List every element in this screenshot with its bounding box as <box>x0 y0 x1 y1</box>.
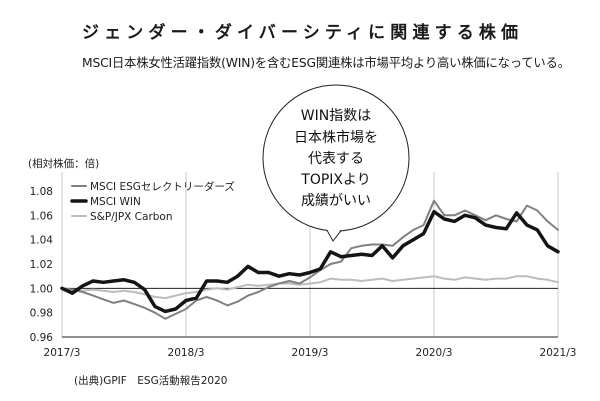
legend-item-sp-jpx-carbon: S&P/JPX Carbon <box>71 211 173 223</box>
y-tick-label: 1.08 <box>30 186 53 198</box>
legend-label: MSCI ESGセレクトリーダーズ <box>90 180 235 193</box>
x-tick-label: 2017/3 <box>44 347 81 359</box>
source-note: (出典)GPIF ESG活動報告2020 <box>74 374 227 387</box>
series-line-msci-win <box>60 209 560 314</box>
callout-pointer <box>326 230 342 242</box>
callout-bubble: WIN指数は 日本株市場を 代表する TOPIXより 成績がいい <box>262 84 410 242</box>
x-tick-label: 2021/3 <box>540 347 577 359</box>
legend-label: S&P/JPX Carbon <box>90 211 173 223</box>
callout-line: 代表する <box>308 151 364 167</box>
y-tick-labels: 0.96 0.98 1.00 1.02 1.04 1.06 1.08 <box>30 186 54 344</box>
y-tick-label: 1.02 <box>30 259 53 271</box>
chart-subtitle: MSCI日本株女性活躍指数(WIN)を含むESG関連株は市場平均より高い株価にな… <box>82 55 570 70</box>
legend-label: MSCI WIN <box>90 196 141 208</box>
x-tick-label: 2018/3 <box>168 347 205 359</box>
series-lines <box>60 199 560 320</box>
callout-line: 日本株市場を <box>294 129 378 146</box>
legend-item-esg-select-leaders: MSCI ESGセレクトリーダーズ <box>71 180 235 193</box>
y-tick-label: 0.98 <box>30 308 53 320</box>
callout-line: 成績がいい <box>301 193 371 209</box>
callout-pointer-fill <box>326 228 342 241</box>
x-tick-label: 2019/3 <box>292 347 329 359</box>
callout-line: WIN指数は <box>301 108 371 124</box>
y-tick-label: 1.00 <box>30 283 53 295</box>
y-tick-label: 1.06 <box>30 210 54 222</box>
callout-line: TOPIXより <box>300 172 370 188</box>
legend: MSCI ESGセレクトリーダーズ MSCI WIN S&P/JPX Carbo… <box>70 180 235 223</box>
series-line-esg-select-leaders <box>61 199 559 320</box>
y-tick-label: 1.04 <box>30 235 54 247</box>
x-tick-label: 2020/3 <box>416 347 453 359</box>
legend-item-msci-win: MSCI WIN <box>70 196 141 208</box>
y-axis-label: (相対株価：倍) <box>28 157 99 170</box>
x-tick-labels: 2017/3 2018/3 2019/3 2020/3 2021/3 <box>44 347 577 359</box>
y-tick-label: 0.96 <box>30 332 54 344</box>
series-line-sp-jpx-carbon <box>61 275 559 300</box>
